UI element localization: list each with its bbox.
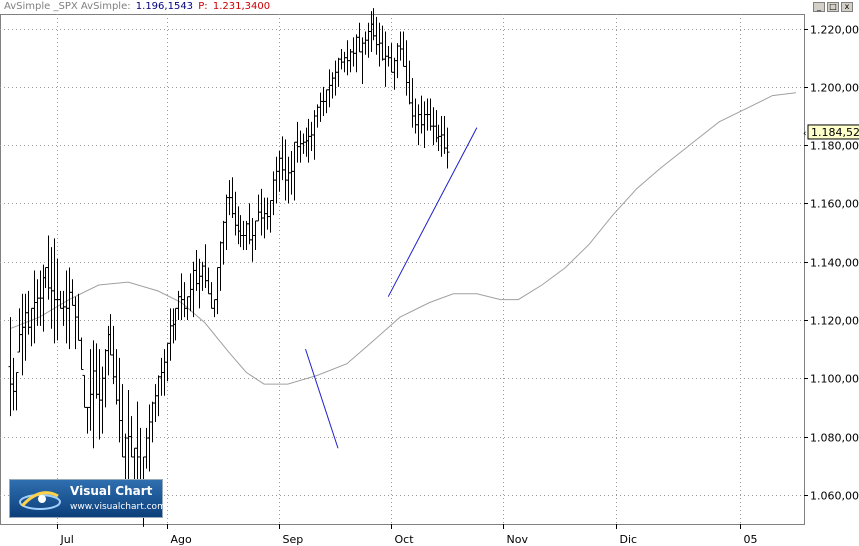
- series-value: 1.196,1543: [135, 1, 194, 12]
- x-tick-label: Sep: [283, 533, 304, 546]
- moving-average-line: [9, 92, 797, 385]
- y-tick-label: 1.080,00: [810, 432, 859, 445]
- last-price-label: 1.184,52: [811, 126, 859, 139]
- upper-channel-line: [387, 127, 478, 297]
- p-value: 1.231,3400: [212, 1, 271, 12]
- x-tick-label: Jul: [60, 533, 74, 546]
- y-tick-label: 1.220,00: [810, 24, 859, 37]
- maximize-button[interactable]: □: [827, 2, 839, 12]
- close-button[interactable]: x: [841, 2, 853, 12]
- y-tick-label: 1.140,00: [810, 257, 859, 270]
- series-label: AvSimple _SPX AvSimple:: [4, 1, 131, 12]
- p-label: P:: [198, 1, 208, 12]
- logo-url: www.visualchart.com: [70, 502, 166, 512]
- visualchart-logo[interactable]: Visual Chart www.visualchart.com: [9, 479, 166, 518]
- logo-brand: Visual Chart: [70, 484, 153, 498]
- y-tick-label: 1.200,00: [810, 82, 859, 95]
- y-tick-label: 1.120,00: [810, 315, 859, 328]
- y-tick-label: 1.160,00: [810, 198, 859, 211]
- logo-swoosh-icon: [19, 491, 61, 510]
- x-tick-label: 05: [744, 533, 758, 546]
- x-tick-label: Nov: [507, 533, 529, 546]
- last-price-box: [807, 124, 859, 140]
- y-tick-label: 1.060,00: [810, 490, 859, 503]
- lower-channel-line: [305, 348, 339, 449]
- x-tick-label: Oct: [395, 533, 415, 546]
- minimize-button[interactable]: _: [813, 2, 825, 12]
- x-tick-label: Ago: [171, 533, 193, 546]
- x-tick-label: Dic: [620, 533, 638, 546]
- last-price-marker: ‹: [803, 129, 807, 139]
- y-tick-label: 1.100,00: [810, 373, 859, 386]
- y-tick-label: 1.180,00: [810, 140, 859, 153]
- indicator-header: AvSimple _SPX AvSimple: 1.196,1543 P: 1.…: [4, 1, 272, 12]
